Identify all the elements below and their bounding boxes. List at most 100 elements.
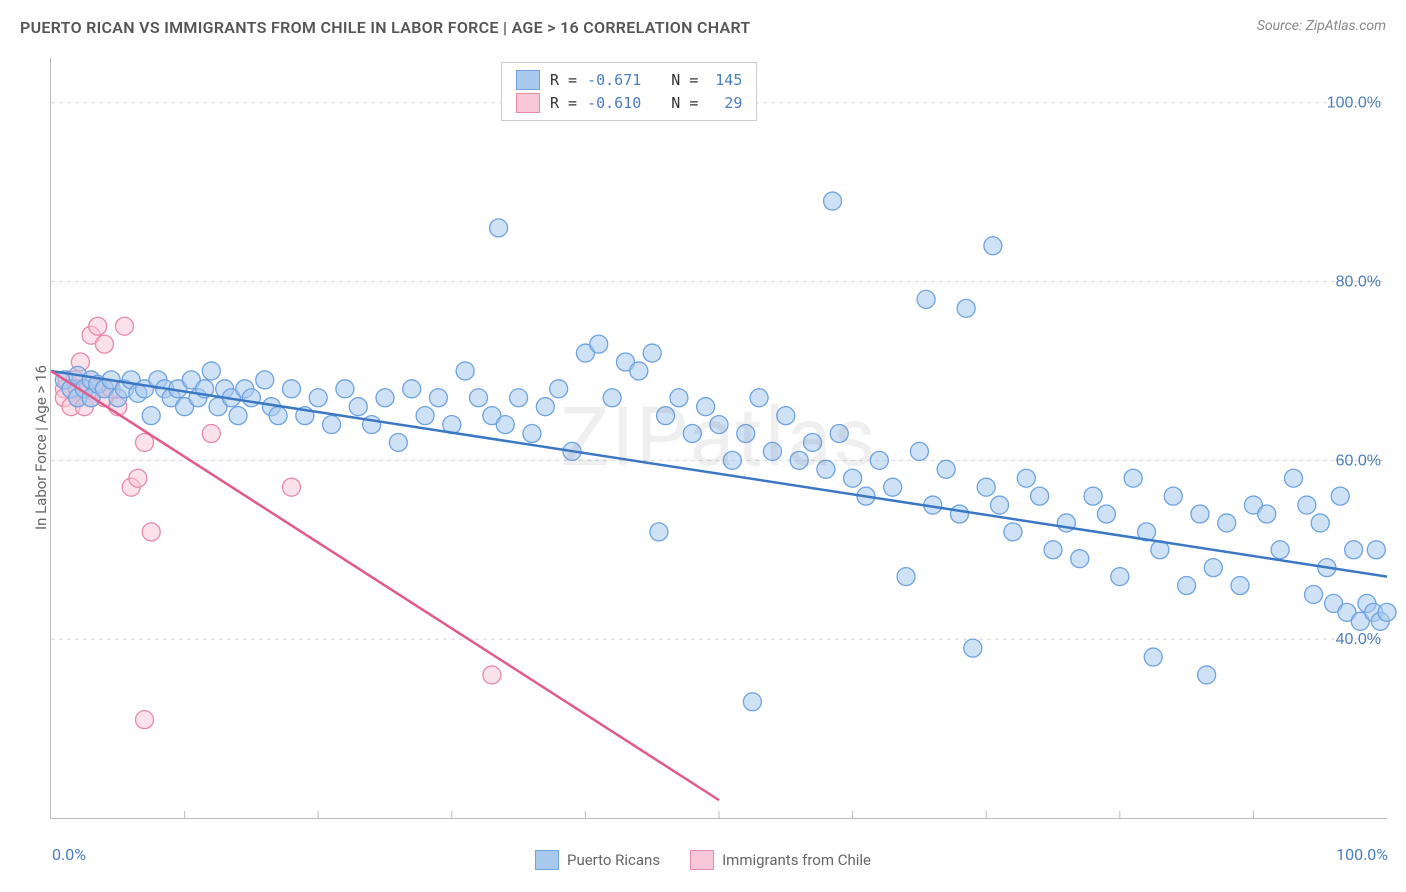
legend-item: Puerto Ricans [535, 850, 660, 870]
data-point [142, 407, 160, 425]
data-point [750, 389, 768, 407]
data-point [1111, 568, 1129, 586]
legend-swatch [535, 850, 559, 870]
data-point [964, 639, 982, 657]
data-point [456, 362, 474, 380]
data-point [282, 380, 300, 398]
svg-text:40.0%: 40.0% [1336, 631, 1381, 648]
data-point [269, 407, 287, 425]
data-point [1298, 496, 1316, 514]
data-point [657, 407, 675, 425]
data-point [643, 344, 661, 362]
data-point [1367, 541, 1385, 559]
data-point [129, 469, 147, 487]
data-point [937, 460, 955, 478]
n-label: N = [671, 92, 698, 115]
legend-label: Puerto Ricans [567, 851, 660, 869]
data-point [323, 416, 341, 434]
data-point [917, 290, 935, 308]
data-point [1084, 487, 1102, 505]
data-point [710, 416, 728, 434]
data-point [1345, 541, 1363, 559]
data-point [844, 469, 862, 487]
data-point [496, 416, 514, 434]
n-value: 145 [708, 69, 742, 92]
data-point [349, 398, 367, 416]
data-point [89, 317, 107, 335]
data-point [1031, 487, 1049, 505]
data-point [804, 433, 822, 451]
data-point [1331, 487, 1349, 505]
svg-text:80.0%: 80.0% [1336, 274, 1381, 291]
data-point [1305, 585, 1323, 603]
data-point [136, 711, 154, 729]
regression-line [51, 371, 719, 800]
x-axis-min-label: 0.0% [52, 845, 86, 864]
data-point [336, 380, 354, 398]
data-point [1071, 550, 1089, 568]
data-point [824, 192, 842, 210]
source-label: Source: ZipAtlas.com [1257, 18, 1386, 34]
data-point [550, 380, 568, 398]
data-point [1204, 559, 1222, 577]
data-point [1044, 541, 1062, 559]
data-point [817, 460, 835, 478]
x-axis-max-label: 100.0% [1336, 845, 1388, 864]
data-point [403, 380, 421, 398]
data-point [737, 425, 755, 443]
data-point [723, 451, 741, 469]
data-point [683, 425, 701, 443]
regression-line [51, 371, 1387, 577]
data-point [429, 389, 447, 407]
data-point [490, 219, 508, 237]
r-label: R = [550, 92, 577, 115]
data-point [790, 451, 808, 469]
data-point [523, 425, 541, 443]
data-point [1198, 666, 1216, 684]
data-point [510, 389, 528, 407]
svg-text:60.0%: 60.0% [1336, 452, 1381, 469]
data-point [142, 523, 160, 541]
data-point [1124, 469, 1142, 487]
n-value: 29 [708, 92, 742, 115]
data-point [950, 505, 968, 523]
legend-swatch [690, 850, 714, 870]
data-point [884, 478, 902, 496]
legend-swatch [516, 93, 540, 113]
data-point [763, 442, 781, 460]
data-point [1144, 648, 1162, 666]
n-label: N = [671, 69, 698, 92]
data-point [416, 407, 434, 425]
data-point [957, 299, 975, 317]
data-point [1378, 603, 1396, 621]
data-point [536, 398, 554, 416]
data-point [115, 317, 133, 335]
data-point [1004, 523, 1022, 541]
data-point [977, 478, 995, 496]
data-point [830, 425, 848, 443]
data-point [743, 693, 761, 711]
data-point [650, 523, 668, 541]
chart-title: PUERTO RICAN VS IMMIGRANTS FROM CHILE IN… [20, 18, 751, 37]
chart-plot-area: 40.0%60.0%80.0%100.0% ZIPatlas R =-0.671… [50, 58, 1387, 819]
r-label: R = [550, 69, 577, 92]
r-value: -0.671 [587, 69, 641, 92]
data-point [1097, 505, 1115, 523]
data-point [590, 335, 608, 353]
data-point [1218, 514, 1236, 532]
legend-label: Immigrants from Chile [722, 851, 871, 869]
data-point [389, 433, 407, 451]
data-point [202, 425, 220, 443]
data-point [910, 442, 928, 460]
data-point [95, 335, 113, 353]
series-legend: Puerto Ricans Immigrants from Chile [535, 850, 871, 870]
data-point [202, 362, 220, 380]
data-point [1178, 577, 1196, 595]
legend-row: R =-0.610N =29 [516, 92, 742, 115]
data-point [670, 389, 688, 407]
data-point [603, 389, 621, 407]
data-point [309, 389, 327, 407]
data-point [1231, 577, 1249, 595]
data-point [1284, 469, 1302, 487]
legend-row: R = -0.671 N = 145 [516, 69, 742, 92]
